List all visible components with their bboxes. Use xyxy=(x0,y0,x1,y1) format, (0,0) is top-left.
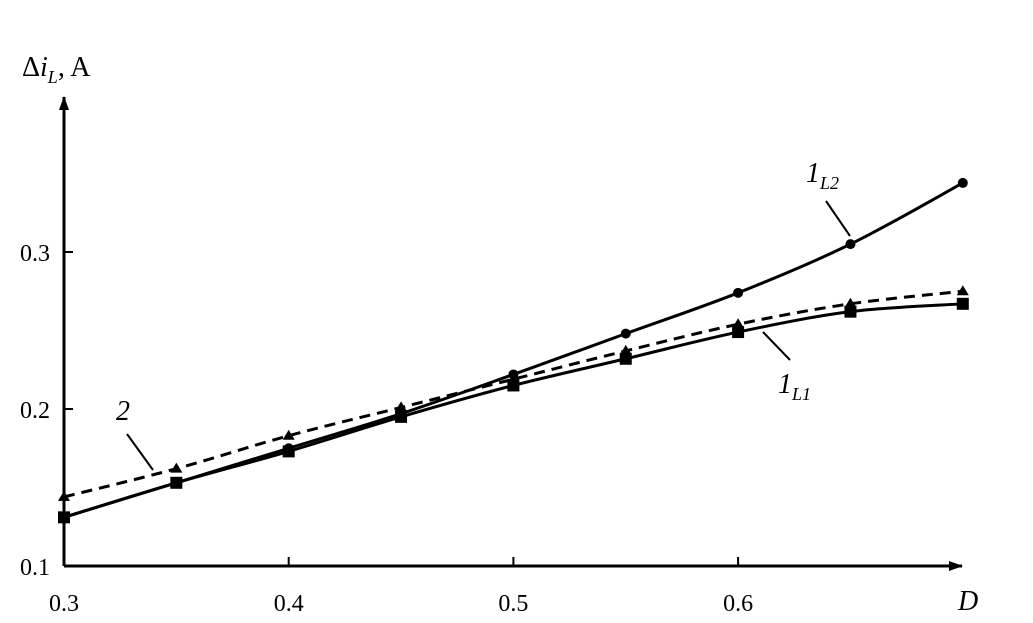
series-layer xyxy=(58,177,969,524)
x-axis-title: D xyxy=(957,586,978,617)
y-axis-title-symbol: i xyxy=(40,52,48,83)
data-point-1L2-5 xyxy=(620,328,631,339)
axis-ticks: 0.3 0.4 0.5 0.6 0.1 0.2 0.3 xyxy=(20,241,753,617)
data-point-2-6 xyxy=(732,318,745,329)
series-line-1L1 xyxy=(63,302,963,519)
data-point-1L2-8 xyxy=(957,177,968,188)
data-point-1L1-2 xyxy=(282,445,295,458)
data-point-1L1-1 xyxy=(170,476,183,489)
x-tick-label: 0.4 xyxy=(274,591,304,617)
data-point-1L1-7 xyxy=(844,305,857,318)
series-label-main: 1 xyxy=(806,158,820,189)
data-point-2-5 xyxy=(619,344,632,355)
series-label-sub: L1 xyxy=(791,384,811,404)
y-axis-title-prefix: Δ xyxy=(22,52,40,83)
series-label-leader-1L2 xyxy=(825,200,851,237)
series-label-2: 2 xyxy=(116,396,130,427)
x-tick-label: 0.6 xyxy=(723,591,753,617)
y-tick-label: 0.3 xyxy=(20,241,50,267)
y-axis-title-unit: , A xyxy=(58,52,91,83)
y-tick-label: 0.1 xyxy=(20,555,50,581)
x-tick-label: 0.3 xyxy=(49,591,79,617)
x-tick-label: 0.5 xyxy=(498,591,528,617)
y-tick-label: 0.2 xyxy=(20,398,50,424)
data-point-2-4 xyxy=(507,373,520,384)
series-label-1L1: 1L1 xyxy=(778,369,811,404)
series-line-1L2 xyxy=(63,181,964,519)
data-point-2-8 xyxy=(956,285,969,296)
data-point-2-3 xyxy=(395,401,408,412)
series-label-main: 1 xyxy=(778,369,792,400)
data-point-2-0 xyxy=(58,490,70,501)
data-point-1L1-0 xyxy=(58,511,70,524)
data-point-1L1-3 xyxy=(395,410,408,423)
y-axis-title-subscript: L xyxy=(47,67,58,87)
series-label-main: 2 xyxy=(116,396,130,427)
data-point-1L1-5 xyxy=(619,352,632,365)
y-axis-title: ΔiL, A xyxy=(22,52,91,87)
data-point-2-1 xyxy=(170,462,183,473)
data-point-1L1-6 xyxy=(732,326,745,339)
series-label-leader-1L1 xyxy=(762,331,791,361)
series-label-1L2: 1L2 xyxy=(806,158,839,193)
data-point-1L1-8 xyxy=(956,297,969,310)
series-label-sub: L2 xyxy=(819,173,839,193)
data-point-2-7 xyxy=(844,297,857,308)
series-label-leader-2 xyxy=(126,433,154,471)
series-line-2 xyxy=(63,289,963,499)
data-point-1L2-7 xyxy=(845,239,856,250)
data-point-2-2 xyxy=(282,429,295,440)
data-point-1L2-6 xyxy=(733,287,744,298)
